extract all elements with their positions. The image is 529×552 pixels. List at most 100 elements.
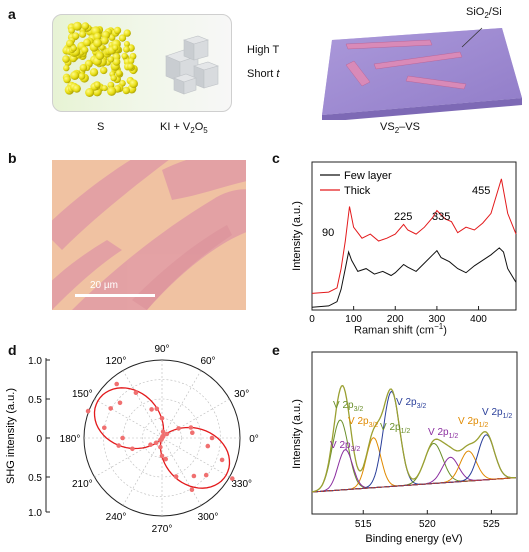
polar-grid-ring	[142, 418, 182, 458]
sulfur-particle	[121, 52, 128, 60]
shg-data-point	[158, 444, 163, 450]
xps-peak-annotation: V 2p1/2	[458, 416, 489, 429]
shg-data-point	[130, 446, 135, 452]
condition-high-temp: High T	[247, 44, 280, 56]
shg-data-point	[209, 435, 215, 441]
xps-peak-annotation: V 2p1/2	[428, 427, 459, 440]
ki-v2o5-crystals-illustration	[165, 35, 219, 95]
sulfur-particle	[70, 45, 77, 52]
sulfur-particle	[128, 57, 135, 65]
shg-radial-tick-label: 0.5	[28, 473, 42, 484]
sulfur-particle	[93, 32, 102, 41]
shg-data-point	[164, 431, 170, 437]
sulfur-particle	[81, 22, 90, 30]
polar-grid-spoke	[122, 370, 163, 439]
sulfur-particle	[107, 56, 115, 63]
sulfur-particle	[122, 86, 130, 95]
shg-data-point	[85, 408, 91, 414]
xps-component-peak	[311, 450, 516, 493]
raman-series-thick	[311, 178, 517, 294]
shg-data-point	[191, 473, 197, 479]
xps-peak-annotation: V 2p1/2	[482, 407, 513, 420]
raman-xtick-label: 300	[429, 314, 446, 325]
sulfur-particle	[94, 81, 101, 89]
sulfur-particle	[63, 75, 71, 84]
label-sio2-si: SiO2/Si	[466, 6, 502, 21]
shg-polar-chart: 90° 60° 30° 0° 330° 300° 270° 240° 210° 180° 150° 1…	[5, 344, 259, 535]
polar-angle-label: 60°	[200, 356, 215, 367]
shg-data-point	[189, 487, 195, 492]
sulfur-particle	[79, 64, 88, 72]
substrate-illustration	[322, 27, 522, 120]
legend-few-layer: Few layer	[344, 170, 392, 182]
panel-label-d: d	[8, 342, 17, 358]
label-ki-v2o5: KI + V2O5	[160, 121, 208, 136]
xps-xtick-label: 515	[355, 519, 372, 530]
shg-data-point	[205, 443, 211, 449]
xps-peak-annotation: V 2p1/2	[380, 422, 411, 435]
sulfur-particle	[62, 55, 70, 63]
shg-data-point	[163, 456, 168, 462]
shg-data-point	[148, 442, 153, 447]
scale-bar	[75, 294, 155, 297]
label-sulfur: S	[97, 121, 105, 133]
raman-xlabel: Raman shift (cm−1)	[354, 322, 447, 337]
shg-data-point	[230, 476, 235, 481]
peak-label-335: 335	[432, 211, 450, 223]
sulfur-particle	[72, 84, 81, 93]
panel-label-b: b	[8, 150, 17, 166]
polar-grid-spoke	[122, 437, 163, 506]
raman-xtick-label: 100	[345, 314, 362, 325]
sulfur-particle	[123, 29, 131, 37]
shg-radial-tick-label: 0	[36, 434, 42, 445]
shg-data-point	[188, 425, 194, 430]
polar-angle-label: 150°	[72, 389, 93, 400]
shg-data-point	[159, 416, 165, 421]
xps-plot-frame	[311, 351, 518, 515]
polar-angle-label: 120°	[106, 356, 127, 367]
sulfur-particle	[123, 46, 130, 53]
shg-radial-tick-label: 1.0	[28, 508, 42, 519]
xps-xtick-label: 525	[483, 519, 500, 530]
xps-background	[311, 477, 516, 493]
sulfur-particle	[100, 66, 108, 75]
sulfur-particle	[93, 38, 102, 48]
xps-peak-annotation: V 2p3/2	[330, 440, 361, 453]
polar-grid-spoke	[161, 370, 202, 439]
polar-angle-label: 240°	[106, 512, 127, 523]
shg-data-point	[160, 429, 166, 434]
sulfur-particle	[78, 72, 86, 80]
sulfur-particle	[118, 34, 127, 42]
shg-data-point	[159, 437, 164, 442]
polar-grid-ring	[103, 379, 221, 497]
condition-short-time: Short t	[247, 68, 280, 80]
peak-label-455: 455	[472, 185, 490, 197]
legend-thick: Thick	[344, 185, 371, 197]
shg-ylabel: SHG intensity (a.u.)	[5, 388, 17, 484]
raman-plot-frame	[311, 161, 517, 311]
xps-component-peak	[311, 449, 516, 493]
scale-bar-label: 20 µm	[90, 280, 118, 291]
shg-data-point	[102, 425, 107, 431]
xps-chart: 515 520 525 Intensity (a.u.) Binding energ…	[291, 351, 518, 545]
shg-data-point	[190, 430, 195, 435]
raman-ylabel: Intensity (a.u.)	[291, 201, 303, 271]
shg-data-point	[108, 406, 113, 411]
sulfur-particle	[83, 38, 91, 47]
sulfur-particle	[112, 58, 121, 66]
sulfur-particle	[81, 46, 89, 54]
sulfur-particle	[85, 88, 95, 97]
sulfur-particle	[107, 81, 115, 89]
sulfur-particle	[72, 32, 80, 40]
sulfur-particle	[107, 86, 117, 96]
shg-radial-tick-label: 1.0	[28, 356, 42, 367]
shg-data-point	[176, 426, 181, 431]
raman-series-few-layer	[311, 247, 517, 308]
xps-peak-annotation: V 2p3/2	[396, 397, 427, 410]
shg-data-point	[149, 407, 154, 412]
sulfur-particle	[66, 39, 74, 48]
xps-xtick-label: 520	[419, 519, 436, 530]
xps-peak-annotation: V 2p3/2	[348, 416, 379, 429]
polar-angle-label: 330°	[231, 479, 252, 490]
xps-ylabel: Intensity (a.u.)	[291, 399, 303, 469]
